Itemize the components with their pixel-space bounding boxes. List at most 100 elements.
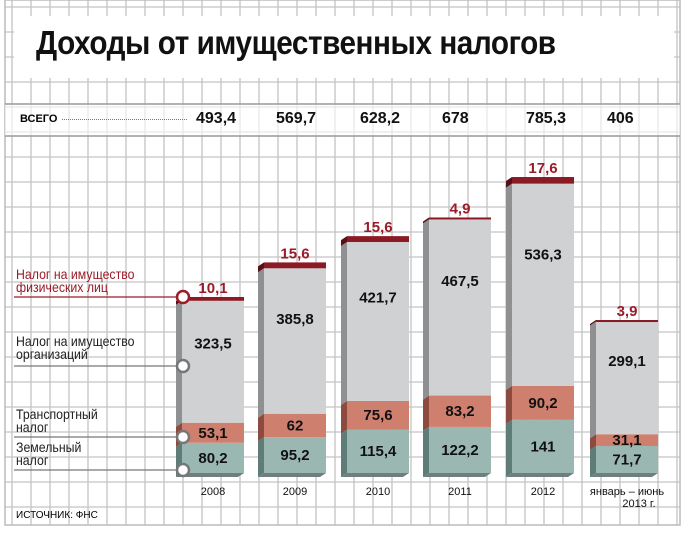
legend-org: Налог на имущество организаций: [16, 333, 135, 362]
bar-segment-org: [182, 300, 244, 423]
category-label: 2010: [366, 486, 390, 498]
category-label: 2009: [283, 486, 307, 498]
bar-segment-org: [429, 219, 491, 396]
bar-side-transport: [590, 434, 596, 450]
bar-bottom: [176, 473, 244, 477]
bar-side-transport: [341, 400, 347, 434]
total-label: ВСЕГО: [20, 113, 58, 125]
data-label-land: 115,4: [360, 443, 397, 460]
bar-segment-transport: [182, 422, 244, 443]
data-label-land: 80,2: [198, 450, 227, 467]
data-label-transport: 83,2: [445, 403, 474, 420]
bar-side-phys: [258, 262, 264, 273]
data-label-org: 536,3: [524, 246, 562, 263]
bar-side-land: [258, 437, 264, 477]
data-label-org: 421,7: [359, 290, 397, 307]
bar-segment-org: [596, 321, 658, 435]
data-label-transport: 53,1: [198, 425, 227, 442]
bar-segment-org: [512, 183, 574, 386]
bar-side-land: [423, 426, 429, 477]
bar-segment-transport: [264, 413, 326, 438]
bar-side-land: [341, 429, 347, 477]
bar-segment-phys: [512, 177, 574, 184]
bar-segment-land: [512, 419, 574, 473]
data-label-org: 385,8: [276, 311, 314, 328]
bar-segment-transport: [347, 400, 409, 430]
bar-side-phys: [341, 236, 347, 247]
data-label-land: 71,7: [612, 451, 641, 468]
total-value: 493,4: [196, 110, 237, 127]
bar-segment-land: [182, 442, 244, 473]
bar-side-org: [258, 268, 264, 418]
legend-transport: Транспортный налог: [16, 406, 98, 435]
totals-band: [5, 104, 680, 136]
category-label: 2011: [448, 486, 472, 498]
category-label-2: 2013 г.: [622, 498, 655, 510]
bar-side-phys: [423, 217, 429, 224]
data-label-org: 299,1: [608, 353, 646, 370]
legend-marker-icon: [175, 462, 191, 478]
legend-marker-icon: [175, 429, 191, 445]
bar-segment-land: [264, 437, 326, 473]
bar-side-org: [506, 183, 512, 390]
bar-segment-land: [347, 429, 409, 473]
legend-marker-icon: [175, 358, 191, 374]
bar-side-land: [506, 419, 512, 477]
bar-side-phys: [590, 320, 596, 326]
data-label-transport: 31,1: [612, 432, 641, 449]
bar-segment-transport: [596, 434, 658, 446]
data-label-phys: 4,9: [450, 200, 471, 217]
chart-title: Доходы от имущественных налогов: [36, 24, 556, 61]
bar-segment-phys: [596, 320, 658, 323]
legend-marker-icon: [175, 289, 191, 305]
bar-side-org: [423, 219, 429, 400]
data-label-phys: 3,9: [617, 303, 638, 320]
bar-bottom: [423, 473, 491, 477]
total-value: 785,3: [526, 110, 567, 127]
bar-segment-land: [429, 426, 491, 473]
bar-side-transport: [506, 385, 512, 424]
bar-segment-transport: [429, 395, 491, 427]
bar-bottom: [506, 473, 574, 477]
bar-side-org: [590, 321, 596, 439]
bar-segment-land: [596, 445, 658, 473]
bar-side-phys: [506, 177, 512, 188]
legend-land: Земельный налог: [16, 439, 82, 468]
data-label-land: 141: [530, 438, 555, 455]
bar-segment-phys: [182, 296, 244, 301]
data-label-phys: 15,6: [280, 245, 309, 262]
data-label-transport: 90,2: [528, 395, 557, 412]
legend-phys: Налог на имущество физических лиц: [16, 266, 135, 295]
bar-segment-phys: [429, 217, 491, 220]
bar-segment-org: [264, 268, 326, 414]
bar-side-org: [341, 242, 347, 405]
category-label: январь – июнь: [590, 486, 664, 498]
data-label-transport: 75,6: [363, 407, 392, 424]
data-label-org: 323,5: [194, 335, 232, 352]
data-label-phys: 10,1: [198, 280, 227, 297]
category-label: 2012: [531, 486, 555, 498]
bar-bottom: [590, 473, 658, 477]
total-value: 628,2: [360, 110, 401, 127]
bar-bottom: [341, 473, 409, 477]
total-value: 406: [607, 110, 634, 127]
data-label-transport: 62: [287, 417, 304, 434]
bar-segment-phys: [264, 262, 326, 269]
data-label-phys: 15,6: [363, 219, 392, 236]
data-label-org: 467,5: [441, 273, 479, 290]
bar-segment-transport: [512, 385, 574, 420]
source-note: ИСТОЧНИК: ФНС: [16, 510, 98, 521]
bar-side-transport: [258, 413, 264, 442]
data-label-land: 122,2: [441, 442, 479, 459]
data-label-phys: 17,6: [528, 160, 557, 177]
bar-side-land: [590, 445, 596, 477]
bar-bottom: [258, 473, 326, 477]
category-label: 2008: [201, 486, 225, 498]
title-background: [14, 16, 674, 78]
total-value: 678: [442, 110, 469, 127]
bar-segment-phys: [347, 236, 409, 243]
bar-segment-org: [347, 242, 409, 401]
frame: [4, 0, 681, 526]
